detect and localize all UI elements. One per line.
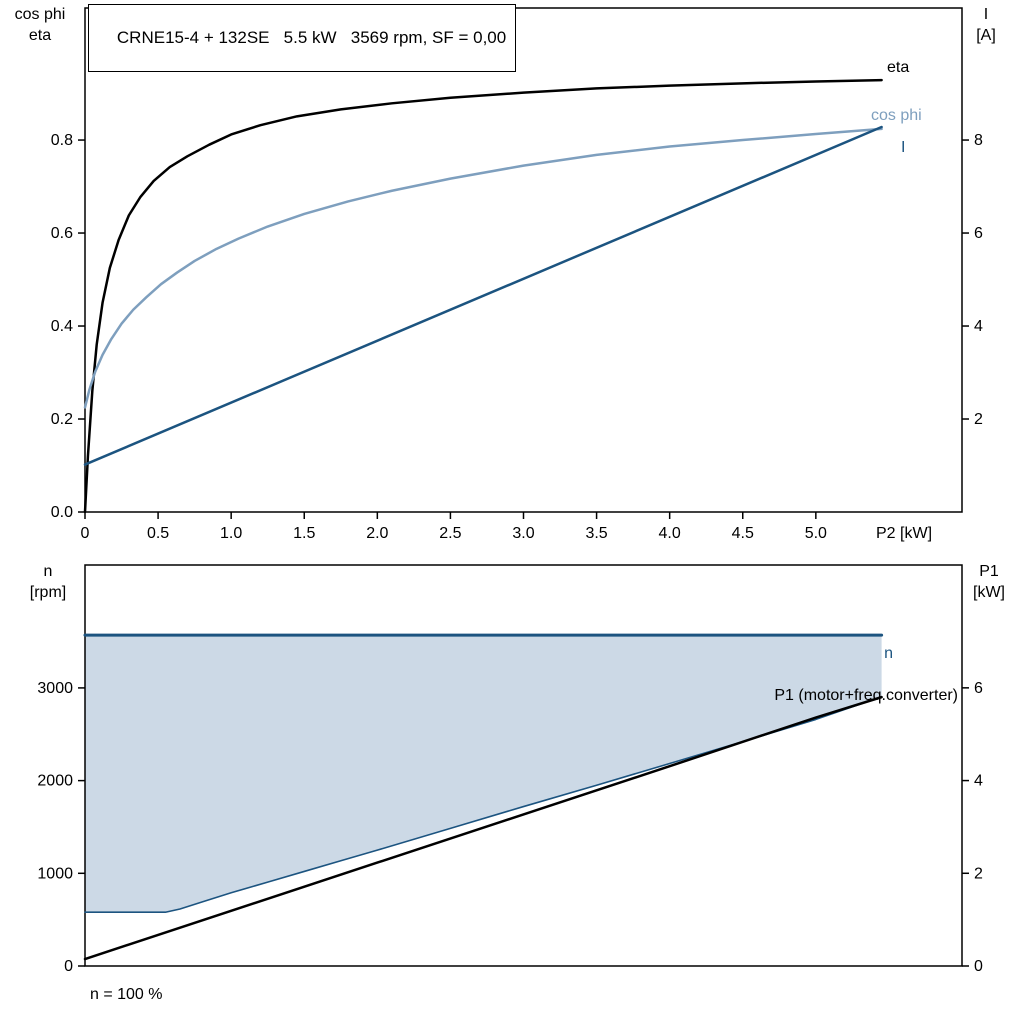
tick-label-right: 4	[974, 318, 983, 335]
bottom-chart-right-axis-title: P1 [kW]	[964, 561, 1014, 603]
axis-title-line-cos-phi: cos phi	[14, 6, 66, 23]
series-label: eta	[887, 59, 909, 76]
tick-label-x: 5.0	[805, 525, 827, 542]
tick-label-x: 4.5	[732, 525, 754, 542]
chart-title: CRNE15-4 + 132SE 5.5 kW 3569 rpm, SF = 0…	[116, 28, 507, 47]
x-axis-unit-label: P2 [kW]	[876, 525, 932, 542]
tick-label-right: 2	[974, 865, 983, 882]
axis-title-line-p1-unit: [kW]	[973, 584, 1005, 601]
tick-label-left: 0	[64, 958, 73, 975]
tick-label-right: 0	[974, 958, 983, 975]
tick-label-x: 1.5	[293, 525, 315, 542]
tick-label-right: 6	[974, 225, 983, 242]
top-chart-left-axis-title: cos phi eta	[6, 4, 74, 46]
tick-label-x: 2.5	[439, 525, 461, 542]
axis-title-line-speed-unit: [rpm]	[29, 584, 67, 601]
series-label: P1 (motor+freq.converter)	[774, 687, 958, 704]
tick-label-x: 3.5	[585, 525, 607, 542]
tick-label-left: 0.8	[51, 132, 73, 149]
tick-label-x: 3.0	[512, 525, 534, 542]
tick-label-left: 3000	[37, 680, 73, 697]
tick-label-x: 2.0	[366, 525, 388, 542]
series-label: cos phi	[871, 107, 922, 124]
axis-title-line-current: I	[983, 6, 989, 23]
series-i	[83, 125, 883, 466]
speed-note: n = 100 %	[90, 986, 163, 1003]
bottom-chart-left-axis-title: n [rpm]	[14, 561, 82, 603]
speed-range-area	[85, 635, 882, 913]
axis-title-line-p1: P1	[979, 563, 999, 580]
tick-label-left: 0.6	[51, 225, 73, 242]
series-n-range-lower	[84, 695, 883, 914]
axis-title-line-speed: n	[43, 563, 53, 580]
chart-1: 0.0 0.2 0.4 0.6 0.8 2 4 6 8 0 0.5 1.0 1.5 2.0 2.5 3.0 3.…	[51, 7, 983, 542]
tick-label-left: 0.4	[51, 318, 73, 335]
tick-label-x: 1.0	[220, 525, 242, 542]
chart-2: 0 1000 2000 3000 0 2 4 6 n P1 (motor+freq.convert…	[37, 564, 983, 975]
tick-label-right: 8	[974, 132, 983, 149]
series-label: I	[901, 139, 905, 156]
tick-label-x: 0	[81, 525, 90, 542]
axis-title-line-current-unit: [A]	[976, 27, 996, 44]
series-p1-motor-freq-converter-	[83, 695, 883, 961]
tick-label-x: 0.5	[147, 525, 169, 542]
axis-title-line-eta: eta	[28, 27, 52, 44]
tick-label-right: 6	[974, 680, 983, 697]
tick-label-left: 1000	[37, 865, 73, 882]
series-eta	[83, 78, 883, 514]
top-chart-right-axis-title: I [A]	[962, 4, 1010, 46]
chart-title-box: CRNE15-4 + 132SE 5.5 kW 3569 rpm, SF = 0…	[88, 4, 517, 72]
tick-label-x: 4.0	[659, 525, 681, 542]
plot-frame	[84, 7, 963, 513]
tick-label-right: 2	[974, 411, 983, 428]
tick-label-left: 0.0	[51, 504, 73, 521]
tick-label-left: 0.2	[51, 411, 73, 428]
series-cos-phi	[83, 127, 883, 409]
series-label: n	[884, 645, 893, 662]
plot-frame	[84, 564, 963, 967]
tick-label-left: 2000	[37, 773, 73, 790]
tick-label-right: 4	[974, 773, 983, 790]
